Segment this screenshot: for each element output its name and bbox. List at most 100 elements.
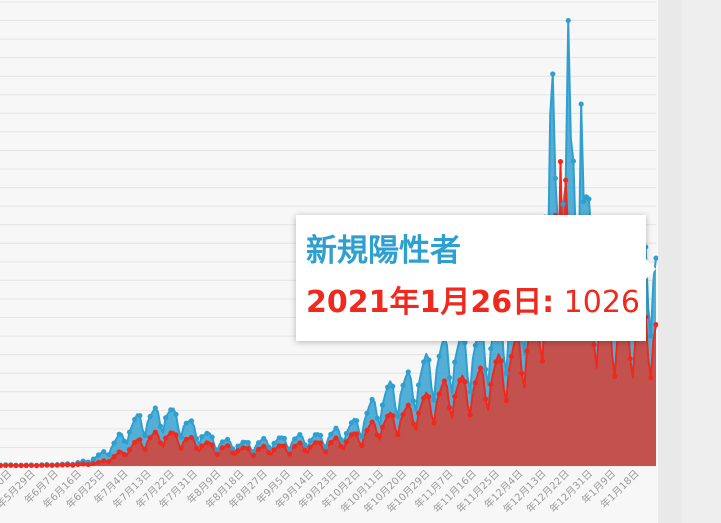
series-1-point (261, 435, 267, 442)
series-2-point (317, 440, 324, 446)
series-2-point (426, 394, 432, 400)
series-2-point (472, 380, 478, 386)
series-2-point (483, 396, 489, 402)
series-2-point (3, 462, 9, 468)
series-2-point (354, 431, 360, 437)
chart-card: 年5月20日 年5月29日 年6月7日 年6月16日 年6月25日 年7月4日 年7月13日… (0, 0, 658, 523)
series-2-point (488, 381, 494, 387)
series-1-point (224, 436, 231, 442)
series-2-point (137, 437, 143, 443)
series-2-point (183, 436, 189, 442)
series-2-point (328, 439, 334, 446)
series-1-point (586, 196, 592, 202)
series-2-point (142, 446, 148, 452)
series-2-point (323, 449, 329, 455)
series-2-point (524, 348, 530, 354)
series-2-point (54, 462, 60, 468)
series-1-point (560, 201, 566, 207)
series-1-point (348, 420, 355, 426)
x-axis-tick-labels: 年5月20日年5月29日年6月7日年6月16日年6月25日年7月4日年7月13日… (0, 467, 642, 515)
series-1-point (116, 431, 122, 437)
series-1-point (405, 369, 411, 375)
series-1-point (281, 435, 287, 441)
series-1-point (343, 430, 349, 437)
series-2-point (457, 377, 463, 384)
series-2-point (462, 379, 468, 385)
series-2-point (261, 443, 267, 449)
right-side-panel (682, 0, 721, 523)
series-1-point (374, 415, 380, 421)
series-1-point (462, 339, 468, 346)
series-2-point (194, 445, 200, 451)
series-2-point (101, 458, 107, 464)
series-2-point (18, 462, 24, 469)
series-1-point (173, 411, 179, 417)
series-1-point (426, 357, 432, 363)
series-1-point (570, 158, 577, 164)
series-2-point (333, 435, 339, 441)
series-1-point (648, 333, 654, 339)
series-2-point (28, 462, 35, 469)
series-2-point (126, 447, 133, 453)
series-1-point (333, 425, 339, 431)
series-2-point (519, 370, 525, 376)
series-1-point (302, 442, 308, 448)
series-1-point (359, 433, 365, 439)
series-2-point (8, 462, 14, 468)
series-2-point (240, 445, 246, 451)
series-1-point (230, 446, 236, 452)
series-2-point (348, 432, 355, 438)
series-1-point (467, 389, 473, 395)
series-1-point (431, 397, 437, 403)
series-1-point (488, 346, 494, 352)
series-2-point (307, 444, 313, 450)
series-2-point (405, 402, 411, 408)
series-1-point (292, 436, 298, 442)
series-2-point (446, 405, 453, 411)
series-1-point (328, 431, 334, 437)
series-2-point (80, 461, 86, 467)
series-1-point (266, 444, 272, 450)
series-1-point (132, 416, 138, 422)
series-1-point (250, 449, 256, 455)
series-2-point (467, 412, 473, 418)
series-2-point (379, 424, 386, 430)
series-2-point (106, 458, 112, 465)
series-2-point (64, 462, 71, 468)
series-1-point (219, 439, 226, 445)
series-2-point (0, 463, 4, 469)
series-1-point (95, 452, 102, 458)
series-2-area (0, 161, 656, 466)
series-1-point (581, 198, 587, 205)
series-1-point (101, 448, 107, 455)
series-1-point (436, 353, 442, 359)
series-1-point (276, 435, 282, 441)
series-2-point (219, 445, 226, 451)
series-1-point (163, 415, 169, 421)
series-2-point (95, 459, 102, 465)
series-2-point (188, 434, 195, 441)
series-2-point (59, 462, 66, 468)
series-2-point (286, 451, 293, 457)
series-2-point (302, 447, 308, 453)
series-1-point (111, 440, 117, 446)
series-2-point (271, 447, 277, 453)
series-1-point (446, 375, 453, 381)
series-1-point (199, 434, 205, 440)
series-1-point (178, 434, 184, 440)
series-1-point (297, 432, 303, 438)
series-2-point (369, 419, 375, 425)
series-1-point (168, 407, 174, 413)
series-1-point (137, 413, 143, 419)
series-2-point (648, 375, 654, 381)
series-1-point (126, 429, 133, 435)
series-2-point (390, 413, 396, 419)
series-1-point (452, 359, 458, 365)
series-2-point (163, 435, 169, 441)
series-2-point (612, 373, 618, 379)
series-1-point (472, 342, 478, 349)
series-2-point (395, 432, 401, 438)
series-1-point (307, 438, 313, 444)
series-2-point (276, 443, 282, 449)
series-1-point (142, 433, 148, 439)
